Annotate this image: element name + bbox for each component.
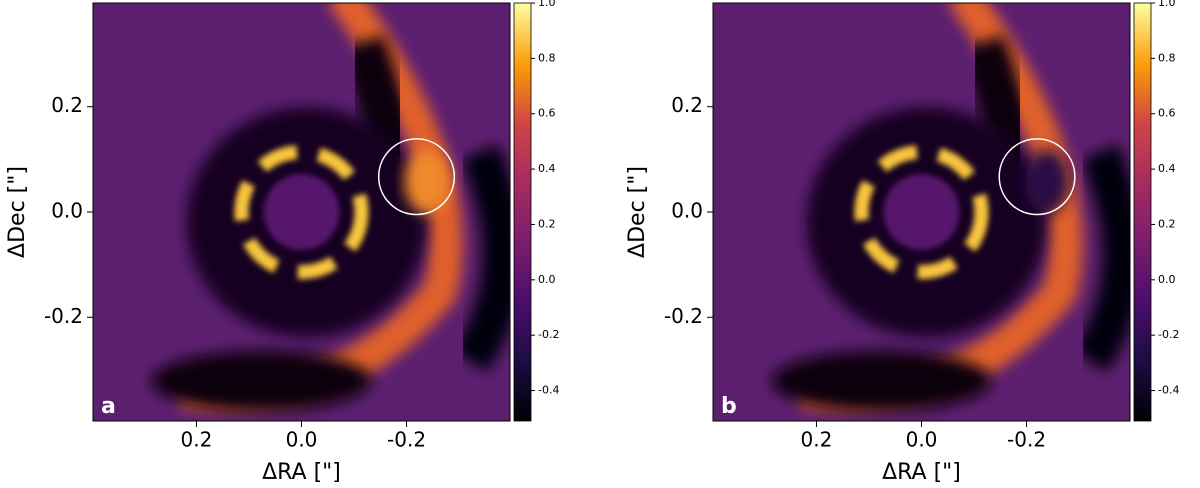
colorbar-tick-label: 0.2 <box>1158 217 1176 230</box>
x-axis-label: ΔRA ["] <box>262 460 341 485</box>
colorbar-tick-label: 0.8 <box>538 51 556 64</box>
colorbar-tick-label: 0.6 <box>1158 107 1176 120</box>
circle-region <box>404 149 449 214</box>
colorbar-tick-label: 0.6 <box>538 107 556 120</box>
heatmap-image <box>713 3 1130 421</box>
dark-crescent <box>453 144 510 373</box>
x-tick-label: -0.2 <box>1007 428 1046 452</box>
dark-crescent <box>1073 144 1130 373</box>
x-tick-label: 0.2 <box>181 428 213 452</box>
dark-lower <box>151 351 372 411</box>
colorbar-tick-label: 1.0 <box>538 0 556 9</box>
colorbar-tick-label: -0.2 <box>1158 328 1179 341</box>
colorbar-tick-label: -0.2 <box>538 328 559 341</box>
colorbar-tick-label: 1.0 <box>1158 0 1176 9</box>
panel-label: b <box>721 394 737 419</box>
colorbar-tick-label: 0.2 <box>538 217 556 230</box>
panel: a 0.2 0.0 -0.2 -0.2 0.0 0.2 ΔRA ["] ΔDec ["] -0.4… <box>5 0 559 485</box>
x-axis-label: ΔRA ["] <box>882 460 961 485</box>
colorbar-tick-label: 0.4 <box>538 162 556 175</box>
colorbar-tick-label: 0.4 <box>1158 162 1176 175</box>
y-axis-label: ΔDec ["] <box>5 166 30 258</box>
bright-ring <box>234 145 369 279</box>
circle-annotation <box>998 138 1076 216</box>
circle-annotation <box>377 138 456 216</box>
colorbar-tick-label: 0.0 <box>538 273 556 286</box>
y-axis-label: ΔDec ["] <box>625 166 650 258</box>
colorbar-tick-label: 0.0 <box>1158 273 1176 286</box>
dark-lower <box>771 351 992 411</box>
colorbar <box>513 2 532 422</box>
y-tick-label: 0.2 <box>51 93 83 117</box>
panel-label: a <box>101 394 116 419</box>
bright-ring <box>854 145 989 279</box>
colorbar-tick-label: -0.4 <box>1158 384 1179 397</box>
y-tick-label: 0.2 <box>671 93 703 117</box>
inner-core <box>883 174 960 250</box>
colorbar <box>1133 2 1152 422</box>
x-tick-label: 0.0 <box>906 428 938 452</box>
y-tick-label: -0.2 <box>664 304 703 328</box>
y-tick-label: 0.0 <box>51 199 83 223</box>
y-tick-label: -0.2 <box>44 304 83 328</box>
inner-core <box>263 174 340 250</box>
colorbar-tick-label: -0.4 <box>538 384 559 397</box>
colorbar-tick-label: 0.8 <box>1158 51 1176 64</box>
y-tick-label: 0.0 <box>671 199 703 223</box>
x-tick-label: -0.2 <box>387 428 426 452</box>
heatmap-image <box>93 3 510 421</box>
x-tick-label: 0.2 <box>801 428 833 452</box>
panel: b 0.2 0.0 -0.2 -0.2 0.0 0.2 ΔRA ["] ΔDec ["] -0.4… <box>625 0 1179 485</box>
circle-region <box>1025 149 1070 214</box>
x-tick-label: 0.0 <box>286 428 318 452</box>
